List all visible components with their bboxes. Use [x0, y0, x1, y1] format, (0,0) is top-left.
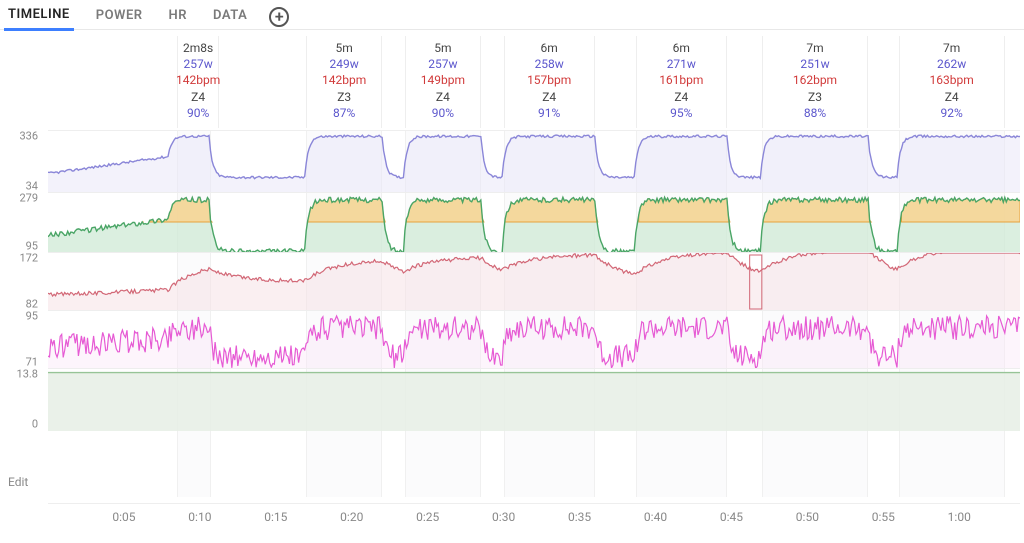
- interval-watts: 262w: [937, 56, 966, 72]
- interval-summary[interactable]: 6m271w161bpmZ495%: [636, 36, 727, 128]
- interval-time: 6m: [673, 40, 690, 56]
- interval-watts: 249w: [330, 56, 359, 72]
- y-tick-label: 95: [26, 310, 38, 323]
- interval-pct: 87%: [333, 105, 355, 121]
- tab-data[interactable]: DATA: [209, 4, 251, 29]
- add-tab-icon[interactable]: +: [269, 7, 289, 27]
- panel-power[interactable]: [48, 192, 1020, 252]
- interval-pct: 90%: [187, 105, 209, 121]
- x-tick-label: 0:15: [264, 510, 287, 524]
- interval-bpm: 149bpm: [421, 72, 465, 88]
- panels[interactable]: [48, 130, 1020, 430]
- x-tick-label: 0:20: [340, 510, 363, 524]
- interval-zone: Z3: [337, 89, 351, 105]
- panel-power-svg: [48, 193, 1020, 253]
- x-tick-label: 0:50: [796, 510, 819, 524]
- panel-speed[interactable]: [48, 130, 1020, 192]
- y-tick-label: 0: [32, 418, 38, 431]
- interval-pct: 95%: [670, 105, 692, 121]
- tabs-bar: TIMELINE POWER HR DATA +: [0, 0, 1024, 30]
- interval-summary[interactable]: 7m262w163bpmZ492%: [899, 36, 1005, 128]
- x-tick-label: 0:30: [492, 510, 515, 524]
- interval-pct: 92%: [941, 105, 963, 121]
- interval-summary[interactable]: 5m249w142bpmZ387%: [306, 36, 382, 128]
- y-axis-labels: 336342799517282957113.80: [0, 130, 44, 497]
- interval-summary[interactable]: 2m8s257w142bpmZ490%: [177, 36, 219, 128]
- tab-hr[interactable]: HR: [165, 4, 191, 29]
- interval-summaries: 2m8s257w142bpmZ490%5m249w142bpmZ387%5m25…: [48, 36, 1020, 128]
- interval-pct: 91%: [538, 105, 560, 121]
- interval-bpm: 163bpm: [930, 72, 974, 88]
- panel-hr-svg: [48, 253, 1020, 311]
- y-tick-label: 13.8: [17, 368, 38, 381]
- interval-watts: 257w: [183, 56, 212, 72]
- panel-elev-svg: [48, 369, 1020, 431]
- x-tick-label: 0:35: [568, 510, 591, 524]
- x-axis: 0:05 0:10 0:15 0:20 0:25 0:30 0:35 0:40 0:45 0:50…: [48, 503, 1020, 543]
- panel-cadence[interactable]: [48, 310, 1020, 368]
- interval-watts: 251w: [800, 56, 829, 72]
- interval-time: 2m8s: [183, 40, 213, 56]
- interval-zone: Z4: [191, 89, 205, 105]
- interval-zone: Z3: [808, 89, 822, 105]
- tab-power[interactable]: POWER: [92, 4, 147, 29]
- x-tick-label: 0:25: [416, 510, 439, 524]
- interval-zone: Z4: [436, 89, 450, 105]
- x-tick-label: 1:00: [948, 510, 971, 524]
- interval-watts: 257w: [428, 56, 457, 72]
- x-tick-label: 0:45: [720, 510, 743, 524]
- edit-link[interactable]: Edit: [8, 475, 28, 489]
- interval-bpm: 142bpm: [322, 72, 366, 88]
- interval-watts: 271w: [667, 56, 696, 72]
- interval-summary[interactable]: 6m258w157bpmZ491%: [504, 36, 595, 128]
- interval-time: 7m: [806, 40, 823, 56]
- interval-pct: 88%: [804, 105, 826, 121]
- x-tick-label: 0:55: [872, 510, 895, 524]
- interval-time: 5m: [336, 40, 353, 56]
- panel-cadence-svg: [48, 311, 1020, 369]
- tab-timeline[interactable]: TIMELINE: [4, 3, 74, 31]
- interval-watts: 258w: [535, 56, 564, 72]
- panel-hr[interactable]: [48, 252, 1020, 310]
- interval-bpm: 161bpm: [659, 72, 703, 88]
- interval-zone: Z4: [542, 89, 556, 105]
- panel-elev[interactable]: [48, 368, 1020, 430]
- interval-bpm: 162bpm: [793, 72, 837, 88]
- interval-bpm: 142bpm: [176, 72, 220, 88]
- y-tick-label: 279: [19, 192, 38, 205]
- x-tick-label: 0:10: [188, 510, 211, 524]
- x-tick-label: 0:40: [644, 510, 667, 524]
- panel-speed-svg: [48, 131, 1020, 193]
- x-tick-label: 0:05: [112, 510, 135, 524]
- interval-bpm: 157bpm: [527, 72, 571, 88]
- chart-area: 2m8s257w142bpmZ490%5m249w142bpmZ387%5m25…: [0, 30, 1024, 543]
- y-tick-label: 336: [19, 130, 38, 143]
- interval-zone: Z4: [945, 89, 959, 105]
- interval-time: 6m: [541, 40, 558, 56]
- y-tick-label: 172: [19, 252, 38, 265]
- interval-time: 7m: [943, 40, 960, 56]
- interval-pct: 90%: [432, 105, 454, 121]
- interval-time: 5m: [434, 40, 451, 56]
- interval-summary[interactable]: 5m257w149bpmZ490%: [405, 36, 481, 128]
- interval-summary[interactable]: 7m251w162bpmZ388%: [762, 36, 868, 128]
- interval-zone: Z4: [674, 89, 688, 105]
